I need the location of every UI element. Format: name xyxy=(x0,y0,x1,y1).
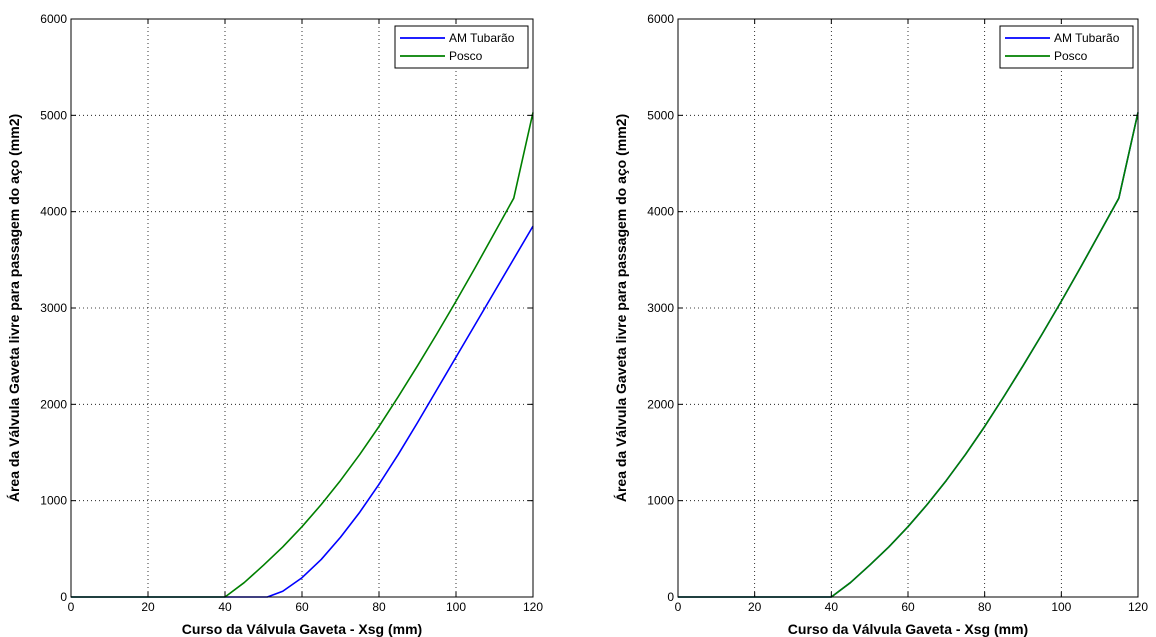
x-tick-label: 20 xyxy=(748,600,762,614)
x-tick-label: 20 xyxy=(141,600,155,614)
y-tick-label: 6000 xyxy=(647,12,674,26)
series-line-posco xyxy=(71,112,534,598)
y-tick-label: 1000 xyxy=(40,494,67,508)
y-tick-label: 4000 xyxy=(647,205,674,219)
legend: AM Tubarão Posco xyxy=(999,25,1134,69)
x-axis-label: Curso da Válvula Gaveta - Xsg (mm) xyxy=(182,621,422,637)
y-tick-label: 0 xyxy=(60,590,67,604)
x-tick-label: 60 xyxy=(295,600,309,614)
legend-label-am-tubarao: AM Tubarão xyxy=(449,31,515,45)
x-tick-label: 100 xyxy=(1051,600,1071,614)
y-tick-label: 2000 xyxy=(647,397,674,411)
y-axis-label: Área da Válvula Gaveta livre para passag… xyxy=(613,114,629,502)
x-tick-label: 0 xyxy=(675,600,682,614)
y-tick-label: 4000 xyxy=(40,205,67,219)
y-tick-label: 3000 xyxy=(40,301,67,315)
legend-box xyxy=(999,25,1134,69)
series-line-am-tubarao xyxy=(71,225,534,598)
x-tick-label: 40 xyxy=(218,600,232,614)
x-tick-label: 80 xyxy=(372,600,386,614)
y-tick-label: 1000 xyxy=(647,494,674,508)
y-tick-label: 2000 xyxy=(40,397,67,411)
x-tick-label: 60 xyxy=(901,600,915,614)
y-tick-label: 3000 xyxy=(647,301,674,315)
legend: AM Tubarão Posco xyxy=(394,25,529,69)
x-tick-label: 120 xyxy=(1128,600,1148,614)
x-tick-label: 80 xyxy=(978,600,992,614)
x-tick-label: 40 xyxy=(825,600,839,614)
y-tick-label: 5000 xyxy=(40,108,67,122)
x-tick-label: 0 xyxy=(68,600,75,614)
x-tick-label: 100 xyxy=(446,600,466,614)
y-tick-label: 6000 xyxy=(40,12,67,26)
y-axis-label: Área da Válvula Gaveta livre para passag… xyxy=(6,114,22,502)
legend-label-posco: Posco xyxy=(1054,49,1088,63)
x-axis-label: Curso da Válvula Gaveta - Xsg (mm) xyxy=(788,621,1028,637)
series-line-posco xyxy=(678,112,1139,598)
legend-label-am-tubarao: AM Tubarão xyxy=(1054,31,1120,45)
chart-panel-2: 0 20 40 60 80 100 120 0 1000 2000 3000 4000 5000 6000… xyxy=(613,12,1148,637)
y-tick-label: 0 xyxy=(667,590,674,604)
legend-label-posco: Posco xyxy=(449,49,483,63)
legend-box xyxy=(394,25,529,69)
y-tick-label: 5000 xyxy=(647,108,674,122)
chart-panel-1: 0 20 40 60 80 100 120 0 1000 2000 3000 4000 5000 6000… xyxy=(6,12,543,637)
x-tick-label: 120 xyxy=(523,600,543,614)
